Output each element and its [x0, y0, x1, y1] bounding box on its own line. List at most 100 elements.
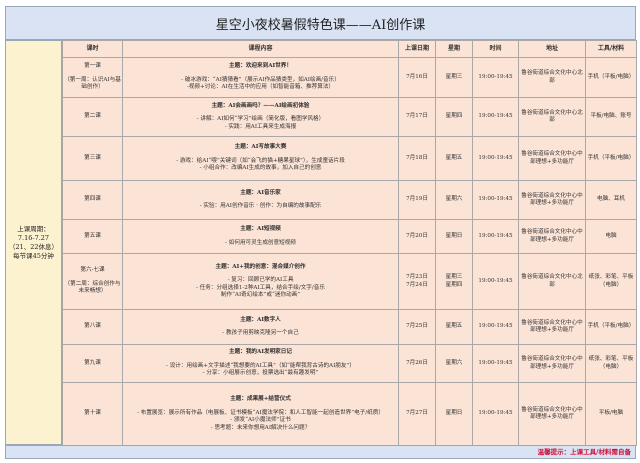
lesson-theme: 主题：AI写故事大赛	[234, 144, 287, 151]
lesson-cell: 第一课 （第一周：认识AI与基础创作）	[62, 57, 123, 98]
weekday-cell: 星期三 星期四	[435, 253, 473, 310]
table-row: 第八课 主题：AI数字人 - 教孩子用剪映克隆另一个自己 7月25日 星期五 19:00-…	[62, 309, 637, 345]
weekday-cell: 星期五	[435, 136, 473, 181]
lesson-name: 第五课	[84, 232, 101, 239]
tools-cell: 电脑、耳机	[585, 180, 637, 220]
content-cell: 主题：AI音乐家 - 实验：用AI创作音乐 · 创作：为自编的故事配乐	[122, 180, 399, 220]
table-row: 第六-七课 （第二周：综合创作与未来畅想） 主题：AI+我的创意：混合媒介创作 - 复…	[62, 253, 637, 310]
address-cell: 鲁谷街道综合文化中心中部理想+多功能厅	[518, 219, 586, 254]
table-row: 第一课 （第一周：认识AI与基础创作） 主题：欢迎来到AI世界！ - 破冰游戏：“AI…	[62, 57, 637, 98]
lesson-theme: 主题：AI数字人	[240, 316, 281, 323]
time-cell: 19:00-19:45	[472, 309, 519, 345]
address-cell: 鲁谷街道综合文化中心中部理想+多功能厅	[518, 382, 586, 446]
content-cell: 主题：AI写故事大赛 - 游戏：给AI“喂”关键词（如“会飞的猫+糖果星球”），生…	[122, 136, 399, 181]
tools-cell: 手机（平板/电脑）	[585, 309, 637, 345]
tools-cell: 纸张、彩笔、平板（电脑）	[585, 253, 637, 310]
weekday-cell: 星期四	[435, 97, 473, 137]
footer-note: 温馨提示：上课工具/材料需自备	[5, 445, 636, 459]
tools-cell: 平板/电脑、账号	[585, 97, 637, 137]
lesson-week: （第二周：综合创作与未来畅想）	[64, 280, 121, 295]
date-cell: 7月23日 7月24日	[398, 253, 436, 310]
lesson-cell: 第二课	[62, 97, 123, 137]
lesson-name: 第一课	[84, 63, 101, 70]
lesson-week: （第一周：认识AI与基础创作）	[64, 76, 121, 91]
content-cell: 主题：成果展+结营仪式 - 布置展览：展示所有作品（电展板、证书模板“AI魔法学院…	[122, 382, 399, 446]
time-cell: 19:00-19:45	[472, 219, 519, 254]
lesson-name: 第三课	[84, 154, 101, 161]
column-header: 地址	[518, 40, 586, 58]
table-row: 第二课 主题：AI会画画吗？——AI绘画初体验 - 讲解：AI如何“学习”绘画（简化…	[62, 97, 637, 137]
lesson-content-line: 制作“AI奇幻绘本”或“迷你动画”	[220, 292, 301, 298]
weekday-cell: 星期日	[435, 382, 473, 446]
table-row: 第十课 主题：成果展+结营仪式 - 布置展览：展示所有作品（电展板、证书模板“AI魔…	[62, 382, 637, 446]
page-title: 星空小夜校暑假特色课——AI创作课	[5, 6, 636, 40]
time-cell: 19:00-19:45	[472, 136, 519, 181]
lesson-content-line: - 小组合作：改编AI生成的故事，加入自己的创意	[199, 165, 322, 172]
date-cell: 7月20日	[398, 219, 436, 254]
time-cell: 19:00-19:45	[472, 344, 519, 383]
lesson-cell: 第九课	[62, 344, 123, 383]
lesson-name: 第六-七课	[80, 267, 105, 274]
lesson-theme: 主题：我的AI发明家日记	[229, 349, 292, 356]
column-header: 星期	[435, 40, 473, 58]
date-cell: 7月27日	[398, 382, 436, 446]
weekday-cell: 星期六	[435, 180, 473, 220]
lesson-name: 第四课	[84, 196, 101, 203]
address-cell: 鲁谷街道综合文化中心中部理想+多功能厅	[518, 180, 586, 220]
address-cell: 鲁谷街道综合文化中心北部	[518, 253, 586, 310]
tools-cell: 手机（平板/电脑）	[585, 136, 637, 181]
lesson-content-line: - 布置展览：展示所有作品（电展板、证书模板“AI魔法学院：和人工智能一起创造世…	[137, 409, 384, 416]
lesson-cell: 第八课	[62, 309, 123, 345]
date-cell: 7月25日	[398, 309, 436, 345]
lesson-content-line: - 思考题：未来你想用AI解决什么问题？	[210, 424, 311, 431]
date-cell: 7月26日	[398, 344, 436, 383]
address-cell: 鲁谷街道综合文化中心北部	[518, 97, 586, 137]
column-header: 上课日期	[398, 40, 436, 58]
time-cell: 19:00-19:45	[472, 180, 519, 220]
lesson-content-line: - 游戏：给AI“喂”关键词（如“会飞的猫+糖果星球”），生成童话片段	[176, 157, 345, 164]
time-cell: 19:00-19:45	[472, 253, 519, 310]
lesson-theme: 主题：AI音乐家	[240, 189, 281, 196]
tools-cell: 平板/电脑	[585, 382, 637, 446]
lesson-content-line: - 设计：用绘画+文字描述“我想要的AI工具”（如“能帮我背古诗的AI朋友”）	[166, 362, 355, 369]
lesson-content-line: -视频+讨论：AI在生活中的应用（如智能音箱、推荐算法）	[186, 84, 335, 91]
lesson-name: 第八课	[84, 323, 101, 330]
lesson-cell: 第四课	[62, 180, 123, 220]
content-cell: 主题：AI+我的创意：混合媒介创作 - 复习：回顾已学的AI工具 - 任务：分组选择…	[122, 253, 399, 310]
period-dates: 7.16-7.27	[17, 233, 50, 242]
content-cell: 主题：AI数字人 - 教孩子用剪映克隆另一个自己	[122, 309, 399, 345]
date-cell: 7月17日	[398, 97, 436, 137]
lesson-cell: 第十课	[62, 382, 123, 446]
lesson-content-line: - 任务：分组选择1-2种AI工具，结合手绘/文字/音乐	[196, 284, 325, 291]
table-header: 课时 课程内容 上课日期 星期 时间 地址 工具/材料	[62, 40, 637, 58]
lesson-theme: 主题：AI短视频	[240, 226, 281, 232]
lesson-theme: 主题：欢迎来到AI世界！	[229, 63, 292, 70]
time-cell: 19:00-19:45	[472, 97, 519, 137]
address-cell: 鲁谷街道综合文化中心中部理想+多功能厅	[518, 136, 586, 181]
lesson-name: 第九课	[84, 359, 101, 366]
lesson-name: 第十课	[84, 410, 101, 417]
lesson-cell: 第六-七课 （第二周：综合创作与未来畅想）	[62, 253, 123, 310]
tools-cell: 电脑	[585, 219, 637, 254]
lesson-content-line: - 破冰游戏：“AI猜猜看”（展示AI作品猜类型，如AI绘画/音乐）	[181, 76, 340, 83]
table-row: 第五课 主题：AI短视频 - 如何用可灵生成创意短视频 7月20日 星期日 19:00-1…	[62, 219, 637, 254]
lesson-content-line: - 分享：小组展示创意，投票选出“最有趣发明”	[202, 370, 319, 377]
schedule-table: 课时 课程内容 上课日期 星期 时间 地址 工具/材料 第一课 （第一周：认识AI与基础创作）主…	[62, 40, 637, 446]
lesson-content-line: - 实验：用AI创作音乐 · 创作：为自编的故事配乐	[199, 203, 322, 209]
time-cell: 19:00-19:45	[472, 382, 519, 446]
column-header: 时间	[472, 40, 519, 58]
lesson-content-line: - 如何用可灵生成创意短视频	[225, 239, 296, 246]
weekday-cell: 星期三	[435, 57, 473, 98]
content-cell: 主题：欢迎来到AI世界！ - 破冰游戏：“AI猜猜看”（展示AI作品猜类型，如AI…	[122, 57, 399, 98]
period-duration: 每节课45分钟	[13, 251, 54, 260]
table-row: 第四课 主题：AI音乐家 - 实验：用AI创作音乐 · 创作：为自编的故事配乐 7月1…	[62, 180, 637, 220]
content-cell: 主题：AI会画画吗？——AI绘画初体验 - 讲解：AI如何“学习”绘画（简化版，看…	[122, 97, 399, 137]
lesson-cell: 第三课	[62, 136, 123, 181]
column-header: 课时	[62, 40, 123, 58]
column-header: 课程内容	[122, 40, 399, 58]
date-cell: 7月16日	[398, 57, 436, 98]
tools-cell: 手机（平板/电脑）	[585, 57, 637, 98]
weekday-cell: 星期六	[435, 344, 473, 383]
lesson-content-line: - 讲解：AI如何“学习”绘画（简化版，看图学风格）	[196, 116, 325, 123]
